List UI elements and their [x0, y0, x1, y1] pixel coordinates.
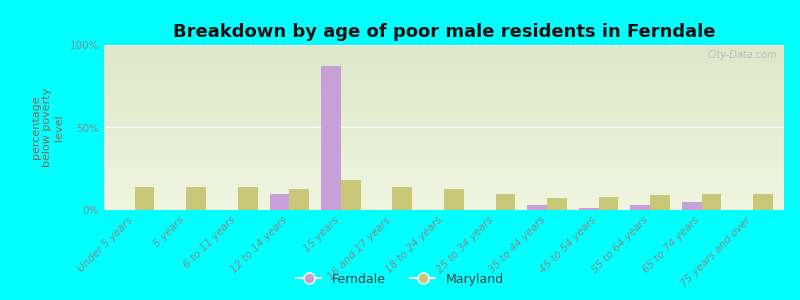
Bar — [322, 66, 341, 210]
Bar — [753, 194, 773, 210]
Bar — [598, 197, 618, 210]
Bar — [290, 188, 309, 210]
Y-axis label: percentage
below poverty
level: percentage below poverty level — [31, 88, 64, 167]
Bar — [579, 208, 598, 210]
Title: Breakdown by age of poor male residents in Ferndale: Breakdown by age of poor male residents … — [173, 23, 715, 41]
Bar — [630, 205, 650, 210]
Bar — [444, 188, 463, 210]
Bar — [650, 195, 670, 210]
Bar — [495, 194, 515, 210]
Bar — [527, 205, 547, 210]
Legend: Ferndale, Maryland: Ferndale, Maryland — [291, 268, 509, 291]
Bar — [547, 199, 566, 210]
Bar — [702, 194, 721, 210]
Text: City-Data.com: City-Data.com — [707, 50, 778, 60]
Bar — [270, 194, 290, 210]
Bar — [135, 187, 154, 210]
Bar — [238, 187, 258, 210]
Bar — [682, 202, 702, 210]
Bar — [341, 180, 361, 210]
Bar — [186, 187, 206, 210]
Bar — [393, 187, 412, 210]
